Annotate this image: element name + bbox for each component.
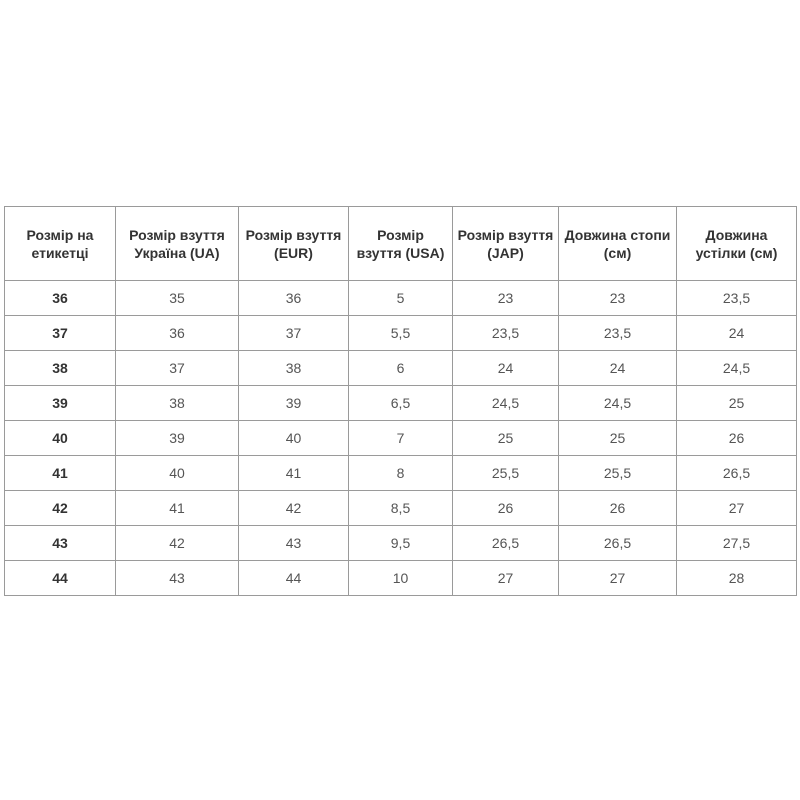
table-cell: 35: [115, 280, 239, 316]
table-cell: 27: [676, 490, 797, 526]
table-cell: 25,5: [558, 455, 677, 491]
table-cell: 23: [452, 280, 559, 316]
table-cell: 43: [238, 525, 349, 561]
table-cell: 26,5: [452, 525, 559, 561]
table-cell: 6: [348, 350, 453, 386]
table-cell: 36: [115, 315, 239, 351]
table-cell: 9,5: [348, 525, 453, 561]
table-cell: 39: [4, 385, 116, 421]
table-cell: 26: [558, 490, 677, 526]
table-cell: 40: [238, 420, 349, 456]
column-header: Розмір взуття (USA): [348, 206, 453, 281]
table-cell: 40: [115, 455, 239, 491]
column-header: Розмір взуття Україна (UA): [115, 206, 239, 281]
table-cell: 24,5: [558, 385, 677, 421]
table-cell: 7: [348, 420, 453, 456]
table-row: 39 38 39 6,5 24,5 24,5 25: [4, 385, 797, 421]
table-cell: 6,5: [348, 385, 453, 421]
table-cell: 38: [4, 350, 116, 386]
table-cell: 41: [238, 455, 349, 491]
table-cell: 23: [558, 280, 677, 316]
table-cell: 37: [4, 315, 116, 351]
table-row: 43 42 43 9,5 26,5 26,5 27,5: [4, 525, 797, 561]
table-cell: 27: [452, 560, 559, 596]
table-cell: 43: [4, 525, 116, 561]
table-row: 36 35 36 5 23 23 23,5: [4, 280, 797, 316]
table-cell: 23,5: [676, 280, 797, 316]
table-row: 42 41 42 8,5 26 26 27: [4, 490, 797, 526]
table-cell: 44: [4, 560, 116, 596]
table-cell: 41: [4, 455, 116, 491]
table-cell: 24: [558, 350, 677, 386]
table-cell: 42: [4, 490, 116, 526]
column-header: Розмір взуття (EUR): [238, 206, 349, 281]
table-cell: 26,5: [676, 455, 797, 491]
table-cell: 39: [115, 420, 239, 456]
column-header: Розмір на етикетці: [4, 206, 116, 281]
table-cell: 36: [4, 280, 116, 316]
table-cell: 25: [452, 420, 559, 456]
table-row: 37 36 37 5,5 23,5 23,5 24: [4, 315, 797, 351]
table-cell: 5,5: [348, 315, 453, 351]
table-cell: 23,5: [452, 315, 559, 351]
table-cell: 40: [4, 420, 116, 456]
table-cell: 36: [238, 280, 349, 316]
table-cell: 41: [115, 490, 239, 526]
table-row: 44 43 44 10 27 27 28: [4, 560, 797, 596]
table-row: 38 37 38 6 24 24 24,5: [4, 350, 797, 386]
header-row: Розмір на етикетці Розмір взуття Україна …: [4, 206, 797, 281]
table-cell: 25,5: [452, 455, 559, 491]
table-cell: 10: [348, 560, 453, 596]
table-cell: 24: [452, 350, 559, 386]
table-cell: 27,5: [676, 525, 797, 561]
column-header: Довжина стопи (см): [558, 206, 677, 281]
table-cell: 24,5: [452, 385, 559, 421]
table-cell: 26: [676, 420, 797, 456]
table-cell: 8: [348, 455, 453, 491]
table-cell: 26,5: [558, 525, 677, 561]
table-cell: 24: [676, 315, 797, 351]
table-cell: 43: [115, 560, 239, 596]
table-cell: 25: [558, 420, 677, 456]
table-cell: 23,5: [558, 315, 677, 351]
table-cell: 38: [115, 385, 239, 421]
table-row: 41 40 41 8 25,5 25,5 26,5: [4, 455, 797, 491]
column-header: Довжина устілки (см): [676, 206, 797, 281]
table-cell: 27: [558, 560, 677, 596]
table-row: 40 39 40 7 25 25 26: [4, 420, 797, 456]
table-cell: 37: [238, 315, 349, 351]
table-cell: 26: [452, 490, 559, 526]
table-cell: 28: [676, 560, 797, 596]
table-cell: 38: [238, 350, 349, 386]
table-cell: 8,5: [348, 490, 453, 526]
size-chart-table: Розмір на етикетці Розмір взуття Україна …: [4, 206, 797, 596]
table-cell: 39: [238, 385, 349, 421]
table-cell: 5: [348, 280, 453, 316]
column-header: Розмір взуття (JAP): [452, 206, 559, 281]
table-cell: 37: [115, 350, 239, 386]
table-cell: 24,5: [676, 350, 797, 386]
table-cell: 42: [238, 490, 349, 526]
table-cell: 42: [115, 525, 239, 561]
table-cell: 44: [238, 560, 349, 596]
table-cell: 25: [676, 385, 797, 421]
